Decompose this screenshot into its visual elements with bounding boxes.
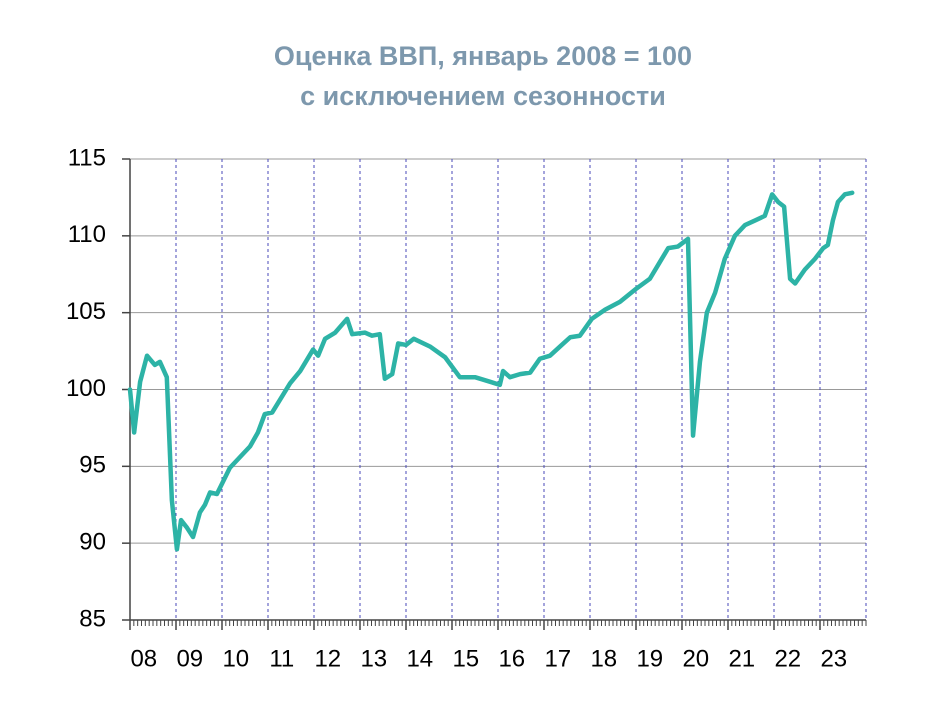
y-tick-label: 90 — [79, 529, 106, 556]
line-series — [127, 190, 855, 552]
y-tick-label: 115 — [68, 144, 106, 171]
x-tick-label: 13 — [360, 645, 387, 672]
x-tick-label: 18 — [590, 645, 617, 672]
x-tick-label: 21 — [728, 645, 755, 672]
y-tick-label: 100 — [66, 375, 106, 402]
chart-title: Оценка ВВП, январь 2008 = 100 — [274, 41, 692, 71]
x-tick-label: 17 — [544, 645, 571, 672]
x-tick-label: 15 — [452, 645, 479, 672]
x-tick-label: 09 — [176, 645, 203, 672]
chart-subtitle: с исключением сезонности — [300, 81, 666, 111]
y-tick-label: 105 — [66, 298, 106, 325]
y-tick-label: 110 — [68, 221, 106, 248]
x-tick-label: 23 — [820, 645, 847, 672]
y-tick-label: 85 — [79, 605, 106, 632]
x-tick-label: 08 — [130, 645, 157, 672]
x-tick-label: 22 — [774, 645, 801, 672]
x-tick-label: 11 — [269, 645, 294, 672]
x-tick-label: 10 — [222, 645, 249, 672]
x-tick-label: 19 — [636, 645, 663, 672]
x-tick-label: 12 — [314, 645, 341, 672]
x-tick-label: 16 — [498, 645, 525, 672]
x-tick-label: 14 — [406, 645, 433, 672]
y-tick-label: 95 — [79, 452, 106, 479]
x-tick-label: 20 — [682, 645, 709, 672]
